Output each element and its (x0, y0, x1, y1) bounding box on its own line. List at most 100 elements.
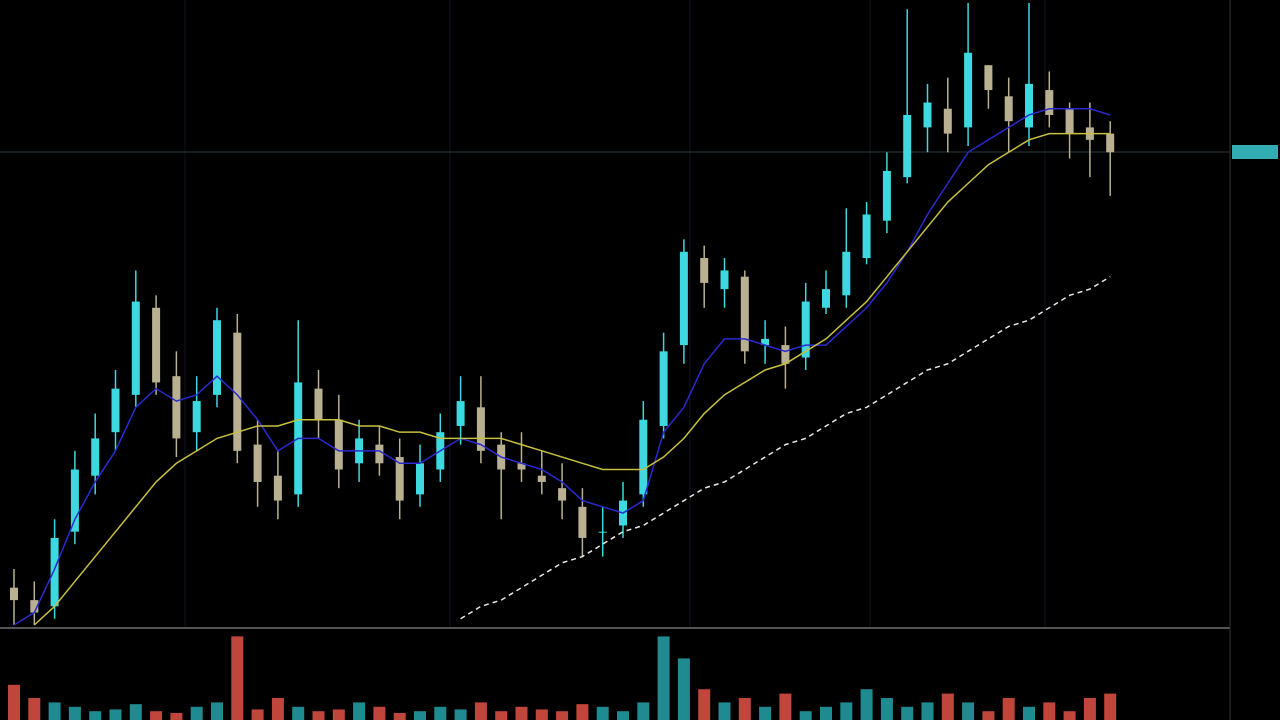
volume-bar (48, 702, 61, 720)
candle-body (395, 457, 404, 501)
candle-body (842, 251, 851, 296)
candle-body (801, 301, 810, 358)
candle-body (578, 506, 587, 538)
volume-bar (637, 702, 650, 720)
volume-bar (759, 706, 772, 720)
volume-bar (454, 709, 467, 720)
candle-body (822, 289, 830, 308)
candle-body (233, 332, 242, 451)
candle-body (639, 419, 648, 495)
volume-bar (434, 706, 447, 720)
candle-body (882, 170, 891, 221)
candle-body (943, 108, 952, 134)
candle-body (984, 65, 993, 91)
volume-bar (68, 706, 81, 720)
candle-body (131, 301, 140, 395)
volume-bar (292, 706, 305, 720)
moving-average (13, 107, 1111, 626)
candle-body (862, 214, 871, 259)
volume-bar (576, 704, 589, 720)
candle-body (558, 488, 567, 501)
candle-body (720, 270, 729, 290)
candle-body (334, 419, 343, 470)
candle-body (740, 276, 749, 352)
volume-bar (373, 706, 386, 720)
candle-body (1106, 133, 1115, 153)
volume-bar (596, 706, 609, 720)
volume-bar (190, 706, 203, 720)
candle-body (964, 52, 973, 128)
volume-bar (8, 684, 20, 720)
volume-bar (840, 702, 853, 720)
volume-bar (698, 689, 711, 720)
volume-bar (556, 711, 569, 720)
volume-bar (312, 711, 325, 720)
candle-body (517, 463, 526, 470)
candle-body (679, 251, 688, 346)
price-marker (1232, 145, 1278, 159)
candle-body (91, 438, 100, 476)
candle-body (781, 345, 790, 364)
volume-bar (414, 711, 426, 720)
candle-body (1065, 108, 1074, 134)
candle-body (172, 376, 181, 439)
candle-body (50, 537, 59, 607)
volume-bar (962, 702, 975, 720)
candle-body (253, 444, 262, 482)
candle-body (1004, 96, 1013, 122)
volume-bar (231, 636, 244, 720)
volume-bar (353, 702, 366, 720)
volume-bar (1002, 698, 1015, 720)
volume-bar (150, 711, 163, 720)
marks (8, 3, 1117, 720)
candle-body (700, 258, 709, 283)
volume-bar (779, 693, 792, 720)
volume-bar (109, 709, 122, 720)
candle-body (70, 469, 79, 532)
candle-body (537, 475, 546, 482)
candle-body (903, 114, 912, 178)
volume-bar (657, 636, 670, 720)
candle-body (111, 388, 120, 433)
candle-body (1045, 90, 1054, 115)
candle-body (273, 475, 282, 501)
volume-bar (332, 709, 345, 720)
volume-bar (880, 698, 893, 720)
volume-bar (211, 702, 223, 720)
volume-bar (1063, 711, 1076, 720)
candle-body (30, 600, 39, 613)
candle-body (10, 587, 18, 601)
volume-bar (799, 711, 812, 720)
moving-average (460, 276, 1111, 620)
volume-bar (129, 704, 142, 720)
volume-bar (860, 689, 873, 720)
candle-body (598, 531, 607, 533)
candle-body (476, 407, 485, 451)
volume-bar (738, 698, 751, 720)
candle-body (192, 401, 201, 433)
volume-bar (901, 706, 914, 720)
volume-bar (474, 702, 487, 720)
volume-bar (1104, 693, 1117, 720)
candle-body (659, 351, 668, 426)
volume-bar (89, 711, 102, 720)
volume-bar (617, 711, 629, 720)
volume-bar (1043, 702, 1056, 720)
volume-bar (677, 658, 690, 720)
candle-body (375, 444, 384, 464)
moving-average (33, 132, 1111, 626)
volume-bar (535, 709, 548, 720)
volume-bar (1083, 698, 1096, 720)
volume-bar (982, 711, 995, 720)
volume-bar (718, 702, 731, 720)
candle-body (456, 401, 465, 426)
volume-bar (921, 702, 934, 720)
candle-body (923, 102, 932, 128)
volume-bar (1023, 706, 1035, 720)
candle-body (761, 338, 770, 346)
volume-bar (515, 706, 528, 720)
volume-bar (271, 698, 284, 720)
candle-body (314, 388, 323, 420)
